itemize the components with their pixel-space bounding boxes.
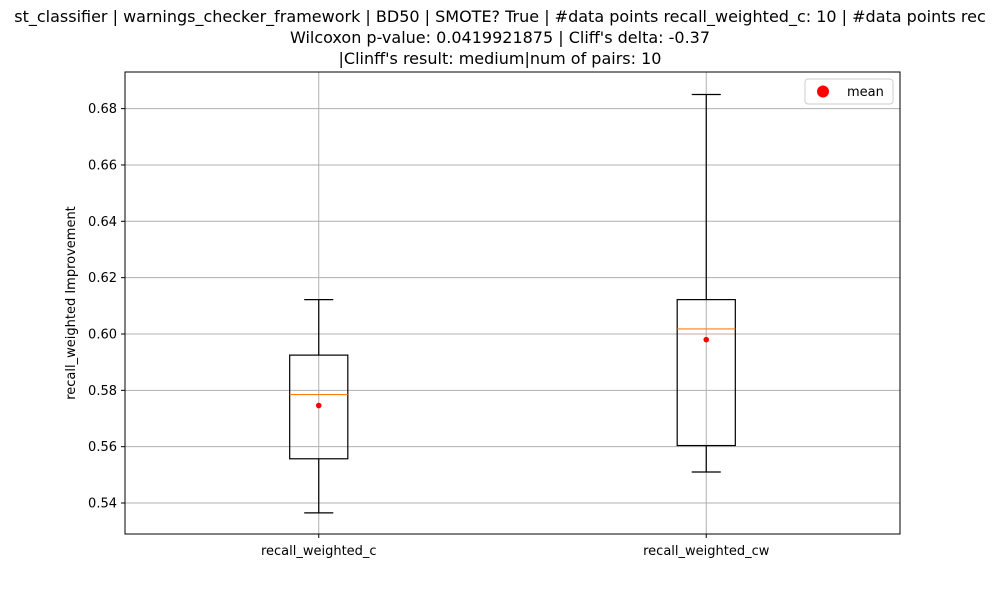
- mean-marker: [703, 336, 710, 343]
- y-tick-label: 0.68: [88, 102, 117, 117]
- title-line-2: Wilcoxon p-value: 0.0419921875 | Cliff's…: [290, 28, 710, 47]
- legend-mean-label: mean: [847, 85, 884, 100]
- y-tick-label: 0.54: [88, 497, 117, 512]
- box-series: [289, 93, 736, 514]
- y-tick-label: 0.60: [88, 327, 117, 342]
- y-tick-label: 0.66: [88, 158, 117, 173]
- mean-marker: [315, 402, 322, 409]
- box-recall_weighted_c: [289, 299, 349, 514]
- y-tick-label: 0.58: [88, 384, 117, 399]
- y-axis-label: recall_weighted Improvement: [64, 206, 79, 400]
- iqr-box: [676, 299, 736, 447]
- chart-title: st_classifier | warnings_checker_framewo…: [14, 7, 986, 68]
- y-tick-label: 0.56: [88, 440, 117, 455]
- legend-mean-marker: [817, 85, 829, 98]
- title-line-1: st_classifier | warnings_checker_framewo…: [14, 7, 986, 27]
- title-line-3: |Clinff's result: medium|num of pairs: 1…: [339, 49, 662, 68]
- y-tick-label: 0.64: [88, 215, 117, 230]
- legend: mean: [804, 78, 894, 105]
- x-tick-label: recall_weighted_c: [261, 544, 377, 559]
- plot-area-frame: [124, 71, 901, 535]
- grid-lines: [125, 72, 900, 534]
- legend-frame: [804, 78, 894, 105]
- x-axis-ticks: recall_weighted_c recall_weighted_cw: [261, 534, 770, 559]
- iqr-box: [289, 354, 349, 460]
- box-recall_weighted_cw: [676, 93, 736, 473]
- y-tick-label: 0.62: [88, 271, 117, 286]
- x-tick-label: recall_weighted_cw: [643, 544, 770, 559]
- y-axis-ticks: 0.54 0.56 0.58 0.60 0.62 0.64 0.66 0.68: [88, 102, 125, 512]
